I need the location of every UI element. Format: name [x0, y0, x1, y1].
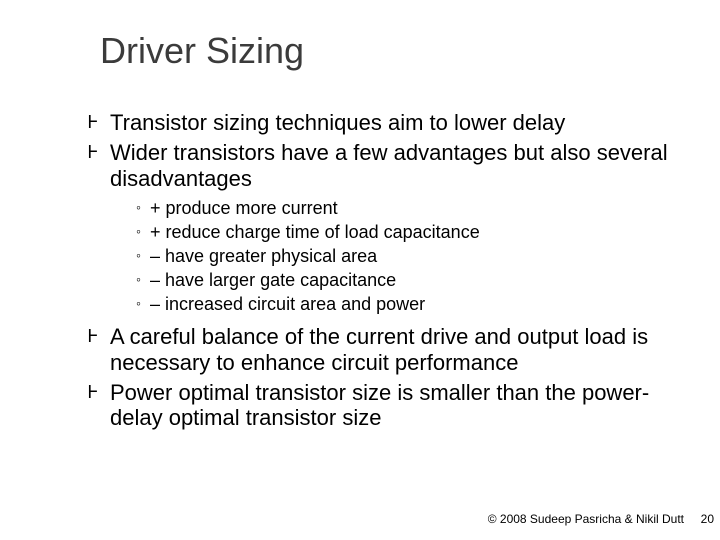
sub-bullet-item: ◦ – have greater physical area — [136, 246, 678, 268]
bullet-text: Power optimal transistor size is smaller… — [110, 380, 649, 431]
sub-bullet-text: – have greater physical area — [150, 246, 377, 266]
bullet-icon: Ꮀ — [88, 326, 98, 347]
slide-body: Ꮀ Transistor sizing techniques aim to lo… — [88, 110, 678, 435]
bullet-item: Ꮀ Wider transistors have a few advantage… — [88, 140, 678, 192]
slide-title: Driver Sizing — [100, 30, 304, 72]
bullet-icon: Ꮀ — [88, 382, 98, 403]
bullet-text: A careful balance of the current drive a… — [110, 324, 648, 375]
copyright-footer: © 2008 Sudeep Pasricha & Nikil Dutt — [488, 512, 684, 526]
sub-bullet-list: ◦ + produce more current ◦ + reduce char… — [136, 198, 678, 316]
bullet-item: Ꮀ A careful balance of the current drive… — [88, 324, 678, 376]
sub-bullet-item: ◦ – have larger gate capacitance — [136, 270, 678, 292]
bullet-text: Wider transistors have a few advantages … — [110, 140, 668, 191]
bullet-icon: Ꮀ — [88, 112, 98, 133]
sub-bullet-item: ◦ – increased circuit area and power — [136, 294, 678, 316]
sub-bullet-icon: ◦ — [136, 271, 141, 288]
bullet-icon: Ꮀ — [88, 142, 98, 163]
bullet-item: Ꮀ Transistor sizing techniques aim to lo… — [88, 110, 678, 136]
sub-bullet-text: + reduce charge time of load capacitance — [150, 222, 480, 242]
sub-bullet-item: ◦ + produce more current — [136, 198, 678, 220]
sub-bullet-icon: ◦ — [136, 247, 141, 264]
bullet-text: Transistor sizing techniques aim to lowe… — [110, 110, 565, 135]
slide: Driver Sizing Ꮀ Transistor sizing techni… — [0, 0, 720, 540]
sub-bullet-text: – have larger gate capacitance — [150, 270, 396, 290]
bullet-item: Ꮀ Power optimal transistor size is small… — [88, 380, 678, 432]
sub-bullet-icon: ◦ — [136, 199, 141, 216]
sub-bullet-text: + produce more current — [150, 198, 338, 218]
page-number: 20 — [701, 512, 714, 526]
sub-bullet-item: ◦ + reduce charge time of load capacitan… — [136, 222, 678, 244]
sub-bullet-icon: ◦ — [136, 295, 141, 312]
sub-bullet-icon: ◦ — [136, 223, 141, 240]
sub-bullet-text: – increased circuit area and power — [150, 294, 425, 314]
